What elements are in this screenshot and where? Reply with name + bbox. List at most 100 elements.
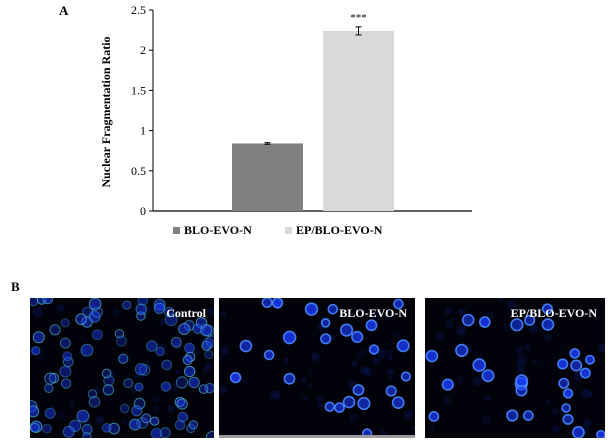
background-speckle [458, 308, 463, 313]
background-speckle [388, 375, 394, 381]
nucleus [153, 298, 166, 311]
background-speckle [583, 418, 592, 427]
nucleus [282, 330, 297, 345]
background-speckle [89, 303, 97, 311]
nucleus [102, 384, 115, 396]
nucleus [118, 353, 129, 364]
nucleus [60, 378, 72, 389]
nucleus [31, 346, 41, 356]
nucleus [206, 430, 214, 438]
nucleus [42, 423, 52, 434]
nucleus [101, 422, 112, 433]
nucleus [101, 368, 112, 379]
nucleus [339, 323, 354, 337]
micrograph-label: EP/BLO-EVO-N [510, 306, 597, 320]
nucleus [182, 355, 193, 365]
background-speckle [220, 310, 227, 317]
nucleus [163, 306, 175, 318]
nucleus [385, 385, 397, 397]
nucleus [150, 416, 160, 426]
nucleus [562, 388, 574, 399]
nucleus [135, 303, 147, 315]
nucleus [115, 335, 128, 347]
background-speckle [181, 413, 189, 420]
background-speckle [143, 360, 152, 369]
background-speckle [533, 358, 538, 364]
nucleus [44, 383, 54, 394]
nucleus [150, 427, 163, 438]
background-speckle [552, 425, 560, 433]
nuclei-image [219, 298, 415, 435]
nucleus [62, 356, 74, 368]
background-speckle [120, 418, 127, 425]
nucleus [202, 337, 214, 350]
nucleus [558, 377, 570, 389]
nucleus [82, 432, 92, 438]
nucleus [177, 411, 189, 423]
background-speckle [498, 298, 504, 301]
y-tick-label: 0.5 [131, 164, 146, 178]
background-speckle [150, 393, 161, 404]
nucleus [472, 358, 487, 372]
nucleus [44, 407, 56, 419]
background-speckle [207, 306, 214, 316]
nucleus [91, 329, 103, 341]
nucleus [188, 420, 198, 430]
bar [232, 143, 303, 211]
background-speckle [58, 411, 66, 419]
nucleus [351, 330, 364, 344]
nucleus [391, 396, 405, 409]
background-speckle [525, 344, 530, 350]
background-speckle [167, 404, 175, 413]
background-speckle [455, 375, 464, 384]
background-speckle [483, 394, 491, 402]
nucleus [30, 405, 40, 418]
background-speckle [543, 333, 552, 342]
background-speckle [445, 308, 452, 315]
background-speckle [376, 348, 387, 359]
nucleus [585, 354, 596, 365]
nucleus [122, 300, 132, 310]
background-speckle [435, 332, 445, 342]
nucleus [192, 323, 203, 334]
nucleus [60, 318, 70, 328]
background-speckle [598, 342, 605, 353]
background-speckle [458, 308, 467, 317]
background-speckle [56, 304, 65, 312]
background-speckle [428, 423, 436, 431]
background-speckle [270, 390, 281, 400]
nucleus [478, 316, 491, 328]
legend-swatch [285, 227, 292, 234]
background-speckle [473, 376, 483, 387]
background-speckle [581, 388, 592, 399]
background-speckle [169, 382, 179, 392]
nucleus [271, 298, 284, 309]
background-speckle [160, 345, 170, 355]
nucleus [32, 331, 45, 344]
background-speckle [112, 308, 121, 316]
background-speckle [69, 401, 75, 407]
nucleus [59, 337, 71, 349]
nucleus [522, 410, 534, 421]
background-speckle [445, 320, 454, 329]
nucleus [569, 348, 581, 359]
legend-label: BLO-EVO-N [184, 223, 252, 237]
nucleus [324, 401, 335, 412]
nucleus [119, 403, 130, 414]
background-speckle [161, 342, 166, 348]
nucleus [188, 376, 200, 389]
y-tick-label: 1.5 [131, 83, 146, 97]
background-speckle [456, 325, 466, 336]
background-speckle [316, 395, 323, 403]
nucleus [365, 319, 378, 332]
nucleus [205, 335, 214, 348]
nuclei-image [30, 298, 214, 438]
background-speckle [517, 366, 525, 375]
nucleus [76, 409, 90, 423]
nucleus [170, 336, 182, 348]
background-speckle [158, 319, 166, 326]
nucleus [455, 343, 469, 358]
micrograph-label: BLO-EVO-N [339, 306, 407, 320]
panel-a-label: A [59, 3, 69, 18]
nucleus [42, 298, 54, 305]
